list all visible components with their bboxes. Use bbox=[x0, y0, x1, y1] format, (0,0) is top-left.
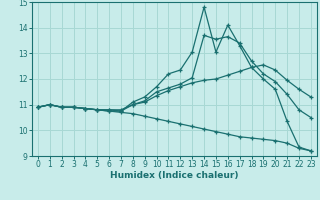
X-axis label: Humidex (Indice chaleur): Humidex (Indice chaleur) bbox=[110, 171, 239, 180]
